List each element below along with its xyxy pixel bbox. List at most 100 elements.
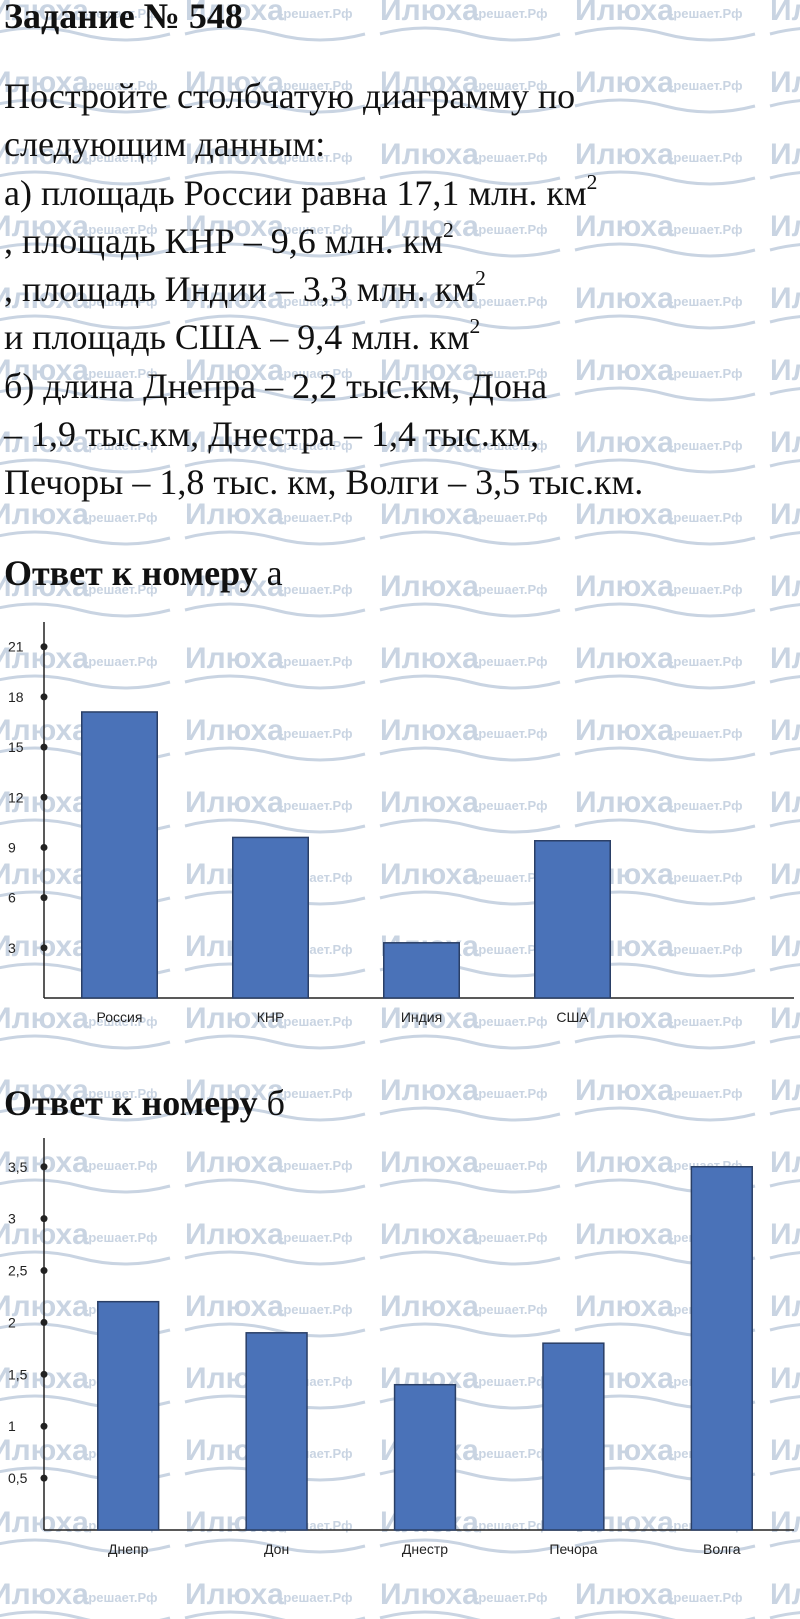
watermark-brand: Илюха <box>185 1074 284 1107</box>
watermark-tile: Илюха-решает.Рф <box>769 1218 800 1260</box>
watermark-wave <box>769 1035 800 1044</box>
watermark-brand: Илюха <box>380 642 479 675</box>
watermark-brand: Илюха <box>575 786 674 819</box>
watermark-brand: Илюха <box>380 66 479 99</box>
watermark-tile: Илюха-решает.Рф <box>769 1146 800 1188</box>
watermark-site: -решает.Рф <box>474 294 548 309</box>
watermark-brand: Илюха <box>0 66 89 99</box>
watermark-wave <box>0 1250 171 1266</box>
watermark-tile: Илюха-решает.Рф <box>379 354 561 402</box>
watermark-wave <box>0 1034 171 1050</box>
watermark-tile: Илюха-решает.Рф <box>379 1146 561 1194</box>
watermark-tile: Илюха-решает.Рф <box>769 1578 800 1619</box>
watermark-wave <box>0 242 171 258</box>
watermark-wave <box>379 602 561 618</box>
watermark-wave <box>574 314 756 330</box>
task-line: б) длина Днепра – 2,2 тыс.км, Дона <box>4 365 548 406</box>
watermark-tile: Илюха-решает.Рф <box>379 498 561 546</box>
x-tick-label: Россия <box>97 1009 143 1025</box>
y-tick-mark <box>40 1318 48 1326</box>
watermark-wave <box>379 746 561 762</box>
watermark-tile: Илюха-решает.Рф <box>379 426 561 474</box>
watermark-wave <box>0 1538 171 1554</box>
watermark-brand: Илюха <box>380 858 479 891</box>
watermark-tile: Илюха-решает.Рф <box>0 66 171 114</box>
watermark-site: -решает.Рф <box>84 438 158 453</box>
watermark-wave <box>184 314 366 330</box>
watermark-tile: Илюха-решает.Рф <box>769 1002 800 1044</box>
watermark-wave <box>0 314 171 330</box>
watermark-brand: Илюха <box>575 138 674 171</box>
y-tick-label: 3 <box>8 1211 16 1227</box>
watermark-site: -решает.Рф <box>669 582 743 597</box>
watermark-wave <box>769 243 800 252</box>
watermark-brand: Илюха <box>185 1218 284 1251</box>
watermark-tile: Илюха-решает.Рф <box>574 498 756 546</box>
watermark-brand: Илюха <box>380 1002 479 1035</box>
watermark-brand: Илюха <box>770 570 800 603</box>
watermark-wave <box>769 1107 800 1116</box>
watermark-wave <box>574 170 756 186</box>
watermark-brand: Илюха <box>380 1290 479 1323</box>
watermark-brand: Илюха <box>0 138 89 171</box>
watermark-brand: Илюха <box>185 1146 284 1179</box>
watermark-site: -решает.Рф <box>474 1158 548 1173</box>
watermark-tile: Илюха-решает.Рф <box>574 1074 756 1122</box>
x-tick-label: США <box>556 1009 589 1025</box>
watermark-wave <box>184 1322 366 1338</box>
watermark-site: -решает.Рф <box>474 1302 548 1317</box>
watermark-brand: Илюха <box>575 642 674 675</box>
watermark-site: -решает.Рф <box>669 150 743 165</box>
watermark-wave <box>769 27 800 36</box>
y-tick-label: 0,5 <box>8 1470 28 1486</box>
watermark-tile: Илюха-решает.Рф <box>184 570 366 618</box>
watermark-site: -решает.Рф <box>474 798 548 813</box>
watermark-brand: Илюха <box>770 1578 800 1611</box>
watermark-wave <box>574 674 756 690</box>
task-line: а) площадь России равна 17,1 млн. км2 <box>4 169 598 213</box>
watermark-wave <box>769 171 800 180</box>
watermark-wave <box>379 674 561 690</box>
y-tick-label: 2 <box>8 1314 16 1330</box>
watermark-wave <box>574 1106 756 1122</box>
watermark-site: -решает.Рф <box>279 726 353 741</box>
watermark-site: -решает.Рф <box>669 798 743 813</box>
watermark-tile: Илюха-решает.Рф <box>379 1074 561 1122</box>
watermark-wave <box>769 459 800 468</box>
watermark-tile: Илюха-решает.Рф <box>379 714 561 762</box>
watermark-wave <box>574 242 756 258</box>
watermark-brand: Илюха <box>380 714 479 747</box>
watermark-brand: Илюха <box>185 1290 284 1323</box>
chart-b-rivers: 0,5 1 1,5 2 2,5 3 3,5 Днепр Дон Днестр Печора Волга <box>8 1138 794 1557</box>
watermark-tile: Илюха-решает.Рф <box>574 714 756 762</box>
watermark-brand: Илюха <box>770 786 800 819</box>
watermark-wave <box>769 675 800 684</box>
watermark-site: -решает.Рф <box>279 1230 353 1245</box>
watermark-site: -решает.Рф <box>84 78 158 93</box>
chart-a-areas: 3 6 9 12 15 18 21 Россия КНР Индия США <box>8 622 794 1025</box>
y-tick-label: 1 <box>8 1418 16 1434</box>
bar-4 <box>690 1166 753 1531</box>
watermark-wave <box>379 242 561 258</box>
bar-3 <box>542 1342 605 1531</box>
watermark-wave <box>184 1538 366 1554</box>
watermark-tile: Илюха-решает.Рф <box>184 1074 366 1122</box>
watermark-tile: Илюха-решает.Рф <box>769 138 800 180</box>
watermark-wave <box>379 530 561 546</box>
watermark-wave <box>184 818 366 834</box>
watermark-wave <box>184 1250 366 1266</box>
watermark-site: -решает.Рф <box>474 726 548 741</box>
watermark-wave <box>379 890 561 906</box>
watermark-brand: Илюха <box>575 1146 674 1179</box>
watermark-tile: Илюха-решает.Рф <box>379 642 561 690</box>
watermark-tile: Илюха-решает.Рф <box>574 1002 756 1050</box>
watermark-site: -решает.Рф <box>669 942 743 957</box>
watermark-tile: Илюха-решает.Рф <box>769 642 800 684</box>
watermark-tile: Илюха-решает.Рф <box>0 1074 171 1122</box>
watermark-wave <box>184 26 366 42</box>
watermark-tile: Илюха-решает.Рф <box>769 210 800 252</box>
watermark-wave <box>574 746 756 762</box>
task-line: Печоры – 1,8 тыс. км, Волги – 3,5 тыс.км… <box>4 462 644 503</box>
watermark-wave <box>769 1395 800 1404</box>
watermark-tile: Илюха-решает.Рф <box>379 282 561 330</box>
